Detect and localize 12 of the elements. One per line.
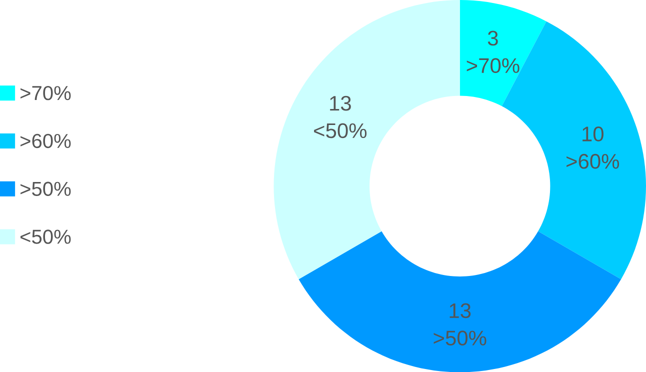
data-label: 10 [582, 126, 604, 142]
slice-label: >50% [434, 330, 486, 346]
legend-label: >60% [20, 134, 71, 148]
data-label: 13 [450, 303, 471, 318]
data-label: 13 [330, 96, 351, 111]
legend-label: >50% [20, 182, 71, 196]
legend-label: >70% [20, 86, 71, 100]
slice-label: >70% [466, 58, 520, 73]
slice-label: <50% [314, 123, 367, 138]
legend-label: <50% [20, 230, 71, 244]
data-label: 3 [488, 30, 498, 46]
slice-label: >60% [566, 154, 620, 169]
